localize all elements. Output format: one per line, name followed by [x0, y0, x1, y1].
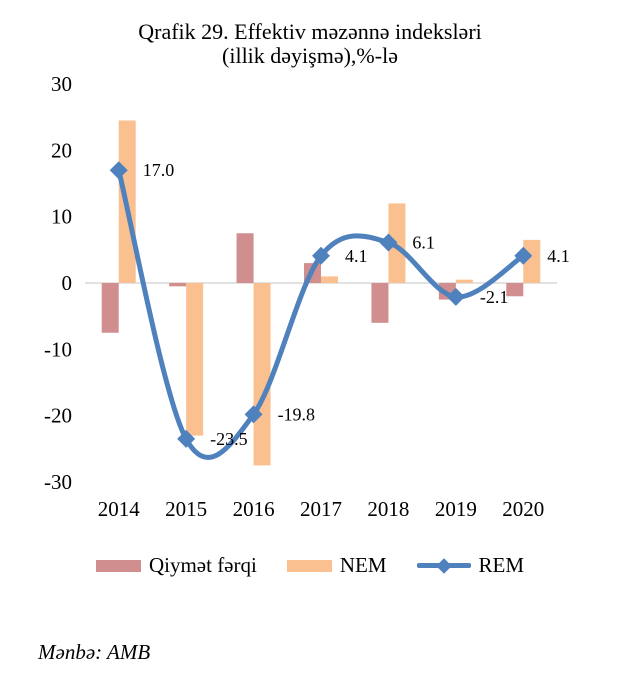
- rem-marker-2015: [177, 429, 196, 448]
- legend-label-nem: NEM: [339, 553, 387, 577]
- rem-data-label-2016: -19.8: [278, 404, 316, 424]
- bar-nem-2015: [186, 283, 204, 436]
- rem-line: [116, 167, 526, 460]
- x-tick-label-2015: 2015: [165, 497, 207, 521]
- legend-item-rem: REM: [416, 553, 525, 578]
- x-tick-label-2020: 2020: [502, 497, 544, 521]
- rem-marker-2020: [514, 246, 533, 265]
- y-tick-label-20: 20: [51, 138, 72, 162]
- bar-qiym-t-f-rqi-2018: [371, 283, 389, 323]
- bar-nem-2020: [523, 239, 541, 283]
- bar-qiym-t-f-rqi-2015: [169, 283, 187, 287]
- source-note: Mənbə: AMB: [38, 640, 151, 664]
- legend-label-rem: REM: [478, 553, 525, 577]
- y-tick-label--10: -10: [44, 337, 72, 361]
- y-tick-label-0: 0: [62, 271, 73, 295]
- x-tick-label-2014: 2014: [98, 497, 141, 521]
- chart-title-line1: Qrafik 29. Effektiv məzənnə indeksləri: [138, 19, 482, 44]
- y-tick-label-30: 30: [51, 72, 72, 96]
- rem-data-label-2014: 17.0: [143, 160, 175, 180]
- qiymet-ferqi-swatch-icon: [95, 559, 141, 572]
- rem-data-label-2018: 6.1: [412, 233, 435, 253]
- rem-marker-2016: [244, 405, 263, 424]
- x-tick-label-2019: 2019: [435, 497, 477, 521]
- rem-marker-2014: [109, 161, 128, 180]
- rem-line-marker-icon: [416, 557, 471, 574]
- chart-legend: Qiymət fərqi NEM REM: [0, 553, 620, 578]
- legend-item-qiymet-ferqi: Qiymət fərqi: [95, 553, 257, 578]
- rem-marker-2018: [379, 233, 398, 252]
- y-tick-label-10: 10: [51, 205, 72, 229]
- bar-qiym-t-f-rqi-2016: [236, 233, 254, 283]
- rem-data-label-2020: 4.1: [547, 246, 570, 266]
- rem-data-label-2019: -2.1: [480, 287, 509, 307]
- bar-qiym-t-f-rqi-2020: [506, 283, 524, 297]
- nem-swatch-icon: [286, 559, 332, 572]
- bar-nem-2017: [321, 276, 338, 283]
- legend-item-nem: NEM: [286, 553, 387, 578]
- chart-plot: 17.0 -23.5 -19.8 4.1 6.1 -2.1 4.1 30 20 10 0 -10 -20…: [44, 72, 570, 521]
- y-tick-label--20: -20: [44, 404, 72, 428]
- chart-title: Qrafik 29. Effektiv məzənnə indeksləri (…: [0, 20, 620, 68]
- x-tick-label-2018: 2018: [367, 497, 409, 521]
- bar-nem-2016: [253, 283, 271, 466]
- bar-qiym-t-f-rqi-2014: [101, 283, 119, 333]
- rem-data-label-2015: -23.5: [210, 429, 248, 449]
- diamond-marker-icon: [435, 557, 452, 574]
- legend-label-qiymet-ferqi: Qiymət fərqi: [148, 553, 257, 577]
- bar-nem-2019: [455, 279, 473, 283]
- y-tick-label--30: -30: [44, 470, 72, 494]
- bar-nem-2018: [388, 203, 406, 283]
- x-tick-label-2016: 2016: [233, 497, 275, 521]
- rem-marker-2017: [312, 246, 330, 265]
- rem-marker-2019: [446, 287, 465, 306]
- x-tick-label-2017: 2017: [300, 497, 342, 521]
- chart-title-line2: (illik dəyişmə),%-lə: [222, 43, 398, 68]
- rem-data-label-2017: 4.1: [345, 246, 368, 266]
